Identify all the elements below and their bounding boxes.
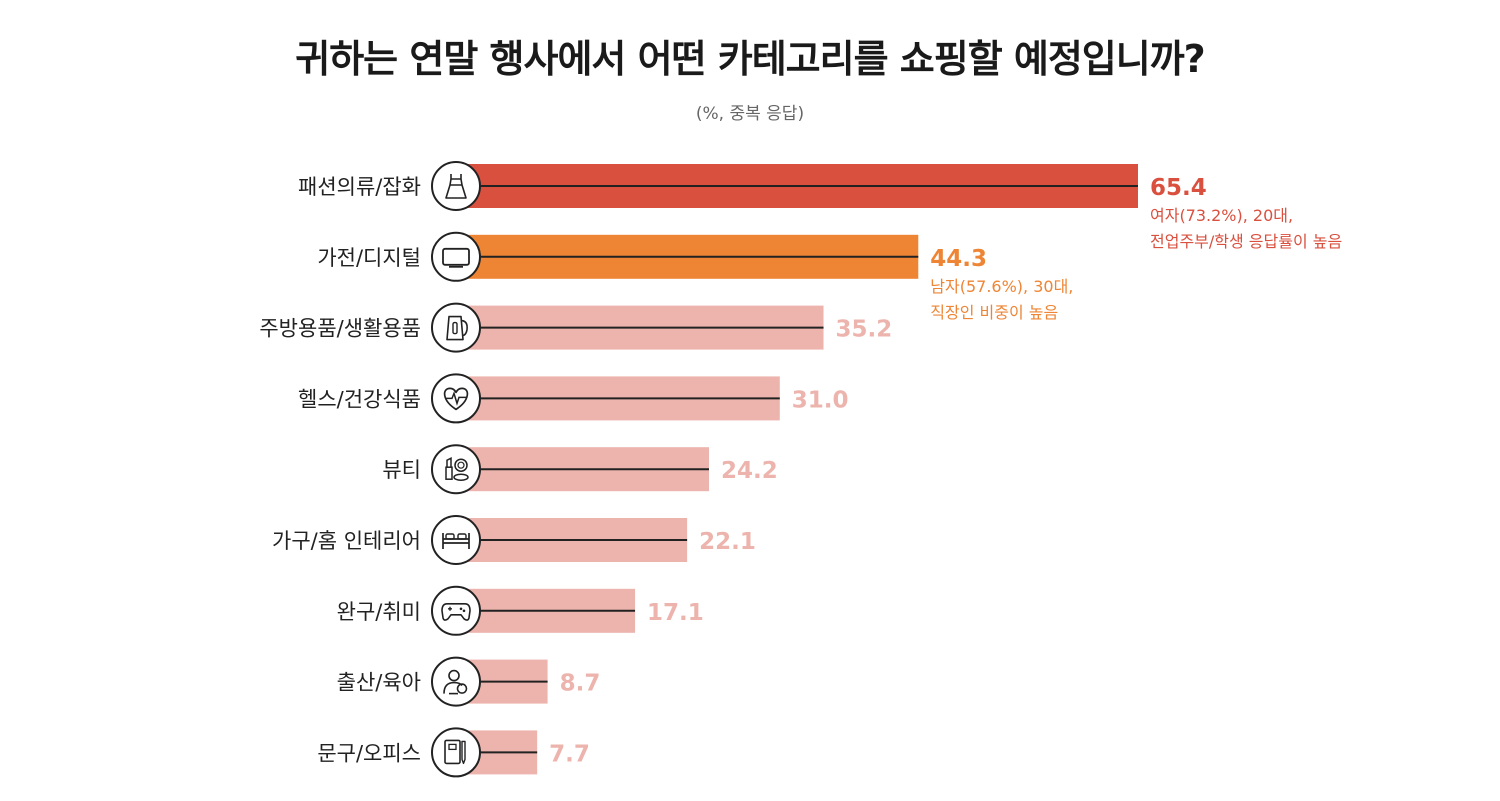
value-label: 44.3 <box>930 246 987 272</box>
gamepad-icon <box>431 585 481 636</box>
mother-baby-icon <box>431 656 481 707</box>
value-label: 22.1 <box>699 529 756 555</box>
cosmetics-icon <box>431 444 481 495</box>
category-label: 헬스/건강식품 <box>298 387 421 411</box>
value-label: 65.4 <box>1150 175 1207 201</box>
chart-subtitle: (%, 중복 응답) <box>695 104 805 124</box>
dress-icon <box>431 161 481 211</box>
annotation-text: 남자(57.6%), 30대, <box>930 277 1073 296</box>
chart-title: 귀하는 연말 행사에서 어떤 카테고리를 쇼핑할 예정입니까? <box>295 37 1205 81</box>
category-label: 가전/디지털 <box>317 246 421 270</box>
category-label: 문구/오피스 <box>317 741 421 765</box>
category-label: 완구/취미 <box>337 600 421 624</box>
value-label: 8.7 <box>560 671 601 697</box>
category-label: 뷰티 <box>382 458 421 482</box>
value-label: 7.7 <box>549 741 590 767</box>
bed-icon <box>431 515 481 565</box>
tv-icon <box>431 231 481 282</box>
category-label: 가구/홈 인테리어 <box>272 529 421 553</box>
category-label: 주방용품/생활용품 <box>259 317 421 341</box>
value-label: 17.1 <box>647 600 704 626</box>
notebook-icon <box>431 727 481 778</box>
category-label: 출산/육아 <box>337 671 421 695</box>
annotation-text: 직장인 비중이 높음 <box>930 303 1058 322</box>
value-label: 31.0 <box>792 387 849 413</box>
annotation-text: 전업주부/학생 응답률이 높음 <box>1150 232 1342 251</box>
kettle-icon <box>431 302 481 353</box>
heart-pulse-icon <box>431 373 481 424</box>
annotation-text: 여자(73.2%), 20대, <box>1150 206 1293 225</box>
category-label: 패션의류/잡화 <box>298 175 421 199</box>
value-label: 24.2 <box>721 458 778 484</box>
value-label: 35.2 <box>836 317 893 343</box>
